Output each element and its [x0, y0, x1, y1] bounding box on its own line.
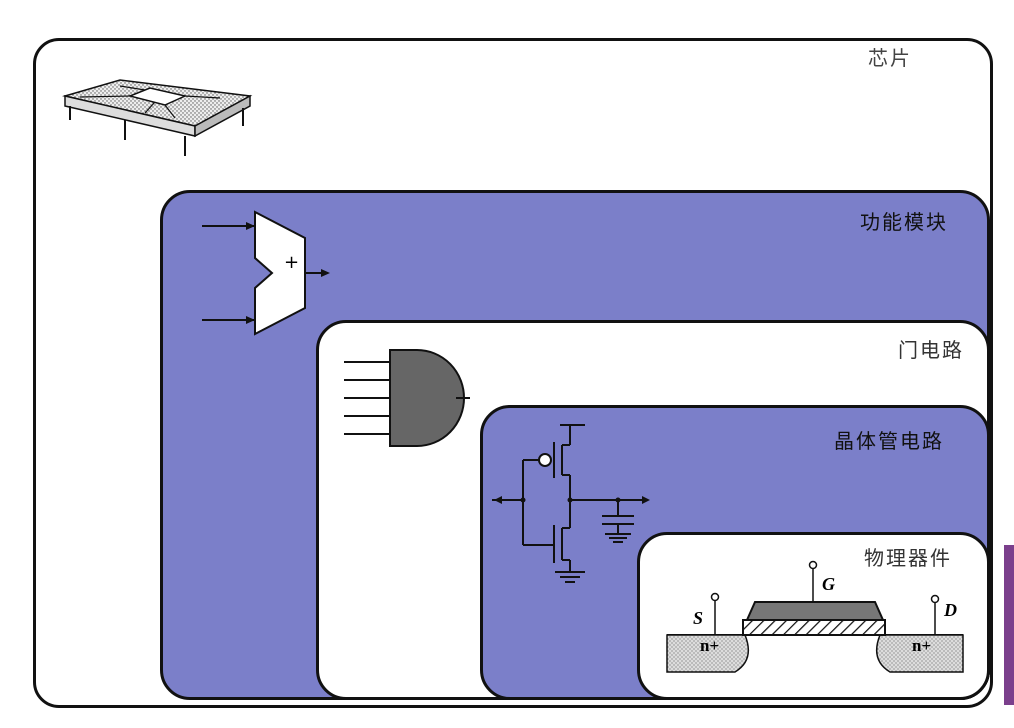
- chip-label: 芯片: [868, 46, 912, 70]
- n-plus-right-label: n+: [912, 636, 932, 655]
- and-gate-icon: [344, 349, 470, 447]
- adder-icon: [202, 210, 330, 336]
- edge-fragment: [1004, 545, 1014, 705]
- mosfet-cross-section-icon: [666, 560, 964, 673]
- cmos-inverter-icon: [492, 424, 650, 583]
- n-plus-left-label: n+: [700, 636, 720, 655]
- terminal-drain-label: D: [944, 600, 957, 620]
- terminal-gate-label: G: [822, 574, 835, 594]
- chip-package-icon: [62, 79, 253, 156]
- module-label: 功能模块: [860, 210, 948, 234]
- adder-plus: +: [284, 252, 300, 273]
- device-label: 物理器件: [864, 546, 952, 570]
- gate-label: 门电路: [898, 338, 964, 362]
- transistor-label: 晶体管电路: [834, 429, 944, 453]
- terminal-source-label: S: [693, 608, 704, 628]
